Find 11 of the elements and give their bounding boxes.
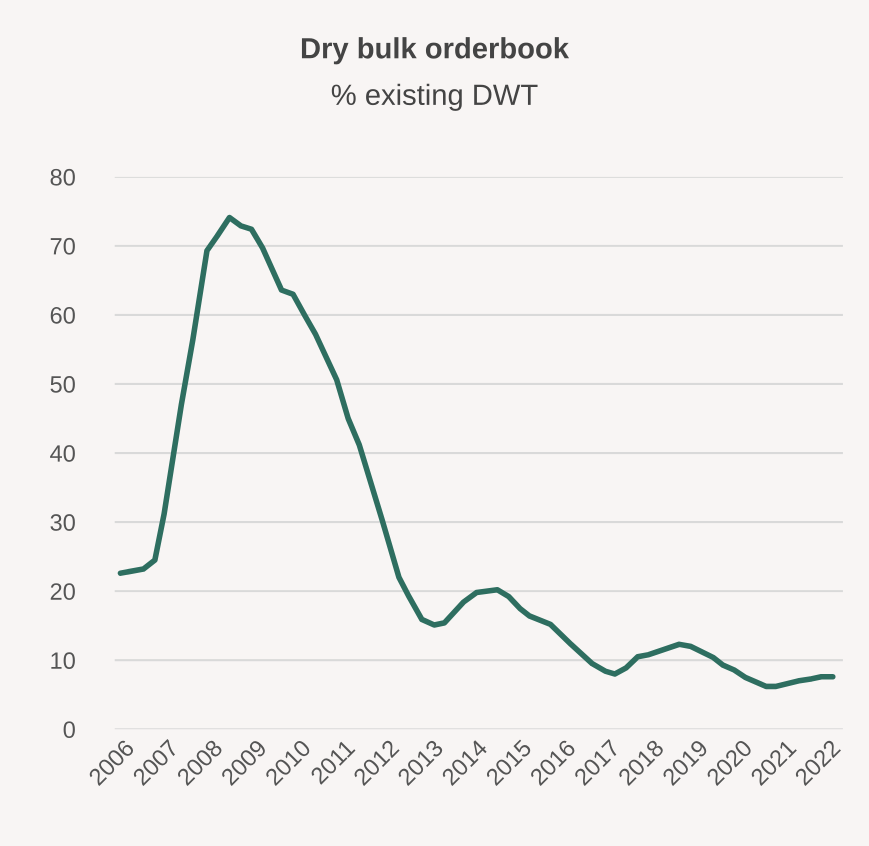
y-tick-label: 60: [50, 306, 75, 324]
y-tick-label: 0: [64, 721, 75, 738]
y-tick-label: 20: [50, 583, 75, 600]
y-tick-label: 70: [50, 238, 75, 255]
y-tick-label: 50: [50, 376, 75, 393]
y-tick-label: 30: [50, 514, 75, 531]
y-tick-label: 10: [51, 652, 75, 669]
chart-subtitle: % existing DWT: [332, 84, 538, 111]
y-tick-label: 40: [50, 445, 75, 462]
chart-title: Dry bulk orderbook: [302, 37, 570, 64]
y-tick-label: 80: [50, 168, 75, 186]
